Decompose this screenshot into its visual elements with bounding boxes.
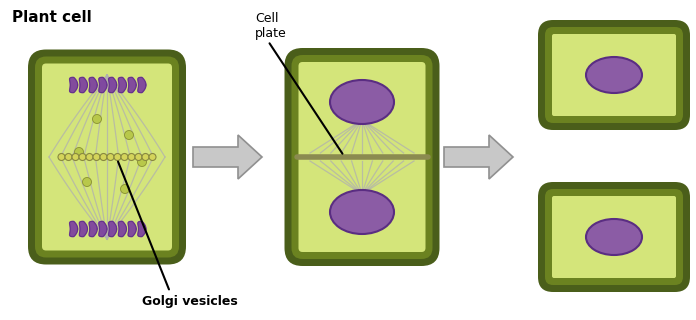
Polygon shape [118,77,127,93]
FancyBboxPatch shape [28,50,186,265]
Ellipse shape [586,219,642,255]
FancyBboxPatch shape [545,189,683,285]
Circle shape [135,154,142,161]
Ellipse shape [330,80,394,124]
Circle shape [74,148,84,156]
Circle shape [121,154,128,161]
Polygon shape [118,221,127,237]
FancyBboxPatch shape [35,57,179,258]
Polygon shape [138,221,146,237]
Polygon shape [70,221,78,237]
FancyBboxPatch shape [538,182,690,292]
Polygon shape [193,135,262,179]
Circle shape [72,154,79,161]
Circle shape [128,154,135,161]
Polygon shape [128,77,136,93]
Circle shape [149,154,156,161]
Polygon shape [89,221,97,237]
Polygon shape [79,77,88,93]
Polygon shape [444,135,513,179]
Circle shape [93,115,102,124]
Polygon shape [109,221,117,237]
Circle shape [79,154,86,161]
Polygon shape [79,221,88,237]
Text: Cell
plate: Cell plate [255,12,287,40]
Polygon shape [99,221,107,237]
FancyBboxPatch shape [299,62,425,252]
Polygon shape [138,77,146,93]
Ellipse shape [330,190,394,234]
Circle shape [107,154,114,161]
Circle shape [125,131,134,140]
Circle shape [142,154,149,161]
Circle shape [86,154,93,161]
Circle shape [114,154,121,161]
Circle shape [138,157,146,166]
FancyBboxPatch shape [545,27,683,123]
Ellipse shape [586,57,642,93]
Polygon shape [70,77,78,93]
Circle shape [100,154,107,161]
Polygon shape [89,77,97,93]
FancyBboxPatch shape [552,196,676,278]
Text: Plant cell: Plant cell [12,10,92,25]
Circle shape [83,178,91,187]
Polygon shape [99,77,107,93]
Circle shape [120,185,129,194]
Text: Golgi vesicles: Golgi vesicles [142,295,238,308]
Circle shape [65,154,72,161]
FancyBboxPatch shape [42,63,172,251]
Polygon shape [128,221,136,237]
FancyBboxPatch shape [538,20,690,130]
FancyBboxPatch shape [552,34,676,116]
Polygon shape [109,77,117,93]
Circle shape [93,154,100,161]
Circle shape [58,154,65,161]
FancyBboxPatch shape [292,55,432,259]
FancyBboxPatch shape [285,48,439,266]
